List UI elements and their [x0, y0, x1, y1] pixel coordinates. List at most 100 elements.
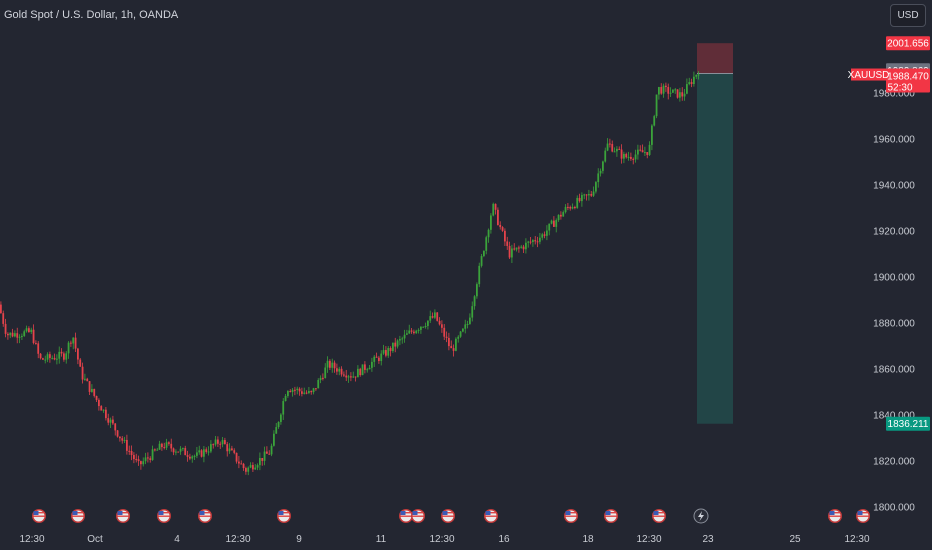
candle-body [567, 206, 569, 208]
candle-body [506, 241, 509, 246]
candle [623, 151, 625, 164]
candle-body [401, 338, 404, 340]
us-flag-icon[interactable] [828, 509, 842, 523]
candle-body [564, 206, 567, 213]
candle [438, 317, 441, 326]
us-flag-icon[interactable] [856, 509, 870, 523]
us-flag-icon[interactable] [484, 509, 498, 523]
us-flag-icon[interactable] [604, 509, 618, 523]
candle-body [658, 87, 660, 95]
candle-body [287, 390, 289, 397]
currency-button[interactable]: USD [890, 4, 926, 27]
candle [618, 146, 621, 150]
candle-body [172, 448, 175, 453]
candle [396, 339, 399, 349]
candle [567, 203, 569, 211]
candle [63, 351, 65, 362]
candle [560, 211, 562, 220]
candle [331, 358, 334, 373]
candle-body [11, 332, 14, 337]
flag-stripe [605, 515, 617, 517]
candle-body [18, 336, 21, 338]
candle [611, 140, 614, 153]
candle [667, 83, 670, 100]
us-flag-icon[interactable] [411, 509, 425, 523]
candle-body [539, 237, 541, 242]
candle [497, 207, 499, 226]
candle [336, 363, 338, 375]
candle [170, 438, 173, 452]
candle-body [581, 195, 583, 202]
candle [60, 348, 63, 357]
candle [686, 78, 688, 95]
candle-body [217, 439, 219, 444]
candle-body [263, 451, 266, 461]
candle [44, 355, 47, 364]
candle [483, 250, 485, 258]
candle-body [219, 443, 222, 445]
candle [305, 390, 308, 395]
candle-body [245, 468, 247, 472]
position-zones [697, 43, 733, 424]
candle-body [233, 450, 236, 453]
candle [665, 82, 667, 92]
lightning-icon[interactable] [693, 508, 709, 524]
candle [515, 247, 518, 252]
candle [168, 441, 170, 446]
candle [457, 335, 460, 343]
candle-body [508, 245, 511, 258]
flag-canton [158, 511, 164, 515]
us-flag-icon[interactable] [564, 509, 578, 523]
candle-body [399, 339, 401, 341]
us-flag-icon[interactable] [71, 509, 85, 523]
us-flag-icon[interactable] [652, 509, 666, 523]
candle-body [32, 329, 35, 343]
candle [74, 332, 77, 352]
candle [182, 447, 184, 452]
candle [319, 375, 322, 384]
candle-body [378, 357, 380, 361]
candle [408, 324, 411, 335]
candle [634, 149, 637, 163]
candle-body [119, 436, 121, 439]
candle-body [646, 152, 649, 155]
candle [485, 235, 488, 255]
candle-body [28, 328, 30, 333]
us-flag-icon[interactable] [157, 509, 171, 523]
y-tick-label: 1920.000 [873, 227, 915, 238]
candle [270, 443, 273, 457]
candle-body [200, 450, 203, 457]
candle [191, 455, 194, 463]
candle [175, 449, 177, 456]
candle [385, 346, 387, 358]
symbol-label-bg [851, 68, 886, 81]
candle-body [354, 376, 357, 378]
us-flag-icon[interactable] [116, 509, 130, 523]
candle [56, 354, 58, 365]
candle-body [340, 368, 343, 375]
candle [513, 243, 516, 251]
candle [205, 447, 208, 454]
x-tick-label: 11 [376, 534, 387, 545]
us-flag-icon[interactable] [198, 509, 212, 523]
flag-canton [33, 511, 39, 515]
us-flag-icon[interactable] [32, 509, 46, 523]
candle [443, 324, 446, 341]
candle-body [261, 457, 264, 461]
candle [364, 361, 366, 374]
candle [156, 447, 159, 451]
candle-body [553, 220, 555, 227]
us-flag-icon[interactable] [399, 509, 413, 523]
candle-body [72, 337, 75, 344]
us-flag-icon[interactable] [441, 509, 455, 523]
candle-body [403, 334, 406, 339]
candle [144, 452, 147, 465]
candle [448, 332, 450, 351]
candle-body [329, 360, 331, 368]
us-flag-icon[interactable] [277, 509, 291, 523]
candle-body [282, 401, 285, 415]
candle [130, 445, 133, 461]
candle [70, 340, 72, 347]
candle [511, 244, 513, 264]
